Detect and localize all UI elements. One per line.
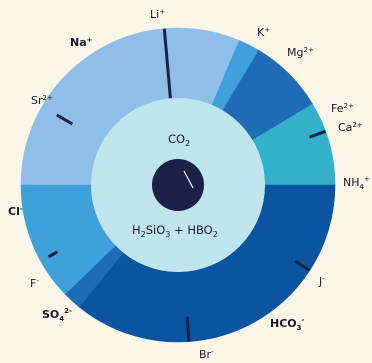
ion-label-nh4: NH4+ bbox=[343, 175, 370, 191]
ion-label-mg: Mg2+ bbox=[287, 46, 314, 59]
tick-f bbox=[47, 250, 59, 259]
ion-label-na: Na+ bbox=[70, 36, 93, 49]
tick-sr bbox=[56, 113, 74, 126]
ion-label-li: Li+ bbox=[150, 8, 165, 21]
ion-label-ca: Ca2+ bbox=[338, 121, 363, 134]
ion-label-fe: Fe2+ bbox=[331, 102, 354, 115]
center-bottom-label: H2SiO3 + HBO2 bbox=[132, 223, 218, 239]
ion-label-so4: SO42- bbox=[42, 307, 72, 323]
segment-ticks bbox=[47, 28, 327, 342]
tick-li bbox=[162, 28, 172, 99]
tick-br bbox=[185, 316, 191, 342]
tick-i bbox=[294, 259, 311, 272]
ion-label-i: J- bbox=[318, 275, 325, 288]
outer-ring-segments bbox=[20, 27, 336, 343]
ion-label-br: Br- bbox=[199, 348, 214, 361]
ion-label-sr: Sr2+ bbox=[31, 94, 53, 107]
segment-anions-dark bbox=[78, 184, 336, 343]
ion-label-k: K+ bbox=[257, 26, 270, 39]
tick-fe bbox=[309, 129, 327, 139]
ion-label-f: F- bbox=[30, 277, 39, 290]
ion-label-hco3: HCO3- bbox=[270, 316, 305, 332]
center-top-label: CO2 bbox=[168, 132, 190, 148]
ion-label-cl: Cl- bbox=[8, 205, 23, 218]
core-dot bbox=[152, 159, 204, 211]
core-pointer-line bbox=[183, 170, 194, 189]
